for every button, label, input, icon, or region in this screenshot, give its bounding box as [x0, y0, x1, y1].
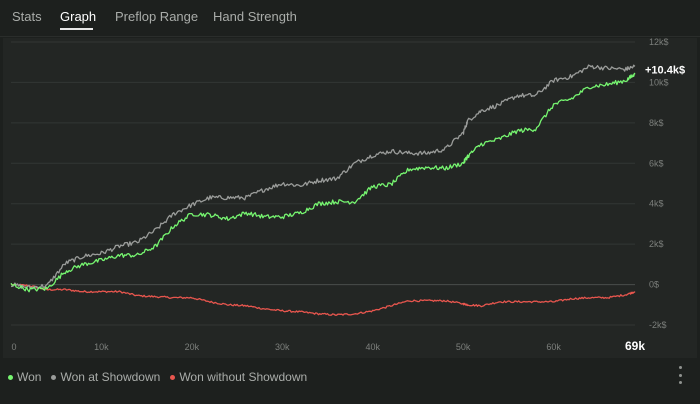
y-tick-label: 8k$ [649, 118, 664, 128]
grid-lines [11, 41, 635, 326]
chart-panel: 12k$ 10k$ 8k$ 6k$ 4k$ 2k$ 0$ -2k$ 0 10k 20k 30k 40k 5… [3, 38, 697, 358]
legend-item-won-without-showdown[interactable]: Won without Showdown [170, 370, 307, 384]
legend-item-won[interactable]: Won [8, 370, 41, 384]
x-tick-label: 30k [275, 342, 290, 352]
legend-showdown-label: Won at Showdown [60, 370, 161, 384]
series-line-won-without-showdown[interactable] [10, 283, 636, 316]
more-options-icon[interactable] [676, 366, 684, 384]
tab-graph[interactable]: Graph [60, 9, 97, 24]
legend-item-won-at-showdown[interactable]: Won at Showdown [51, 370, 160, 384]
legend-won-label: Won [17, 370, 42, 384]
axis-labels: 12k$ 10k$ 8k$ 6k$ 4k$ 2k$ 0$ -2k$ 0 10k 20k 30k 40k 5… [11, 38, 685, 353]
profit-graph[interactable]: 12k$ 10k$ 8k$ 6k$ 4k$ 2k$ 0$ -2k$ 0 10k 20k 30k 40k 5… [3, 38, 697, 358]
x-end-label: 69k [625, 339, 645, 353]
x-tick-label: 20k [185, 342, 200, 352]
series-line-won-at-showdown[interactable] [10, 64, 636, 290]
tab-hand-strength[interactable]: Hand Strength [213, 9, 297, 24]
tab-separator [0, 36, 700, 37]
y-tick-label: -2k$ [649, 320, 667, 330]
tab-preflop-range[interactable]: Preflop Range [115, 9, 199, 24]
end-value-label: +10.4k$ [645, 64, 685, 76]
y-tick-label: 6k$ [649, 158, 664, 168]
y-tick-label: 0$ [649, 280, 659, 290]
legend-nonshowdown-label: Won without Showdown [179, 370, 308, 384]
series-lines [10, 64, 636, 316]
y-tick-label: 2k$ [649, 239, 664, 249]
x-tick-label: 10k [94, 342, 109, 352]
legend-showdown-dot [51, 374, 57, 380]
x-tick-label: 0 [11, 342, 16, 352]
legend-won-dot [8, 374, 13, 380]
y-tick-label: 10k$ [649, 77, 669, 87]
tab-stats[interactable]: Stats [12, 9, 42, 24]
y-tick-label: 12k$ [649, 38, 669, 47]
x-tick-label: 50k [456, 342, 471, 352]
legend: Won Won at Showdown Won without Showdown [8, 369, 307, 385]
y-tick-label: 4k$ [649, 199, 664, 209]
series-line-won[interactable] [10, 72, 636, 293]
x-tick-label: 40k [365, 342, 380, 352]
tab-bar: Stats Graph Preflop Range Hand Strength [0, 0, 700, 34]
x-tick-label: 60k [546, 342, 561, 352]
legend-nonshowdown-dot [170, 374, 176, 380]
active-tab-underline [60, 28, 93, 30]
